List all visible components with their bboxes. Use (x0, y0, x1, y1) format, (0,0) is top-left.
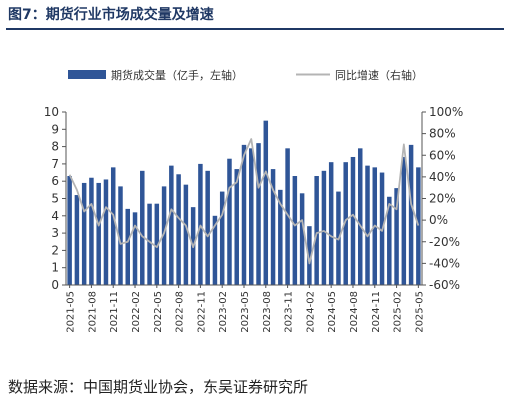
volume-bar (118, 186, 123, 285)
left-tick-label: 10 (44, 105, 59, 119)
right-tick-label: 20% (429, 192, 456, 206)
volume-bar (278, 189, 283, 285)
volume-bar (212, 215, 218, 285)
volume-bar (103, 179, 109, 285)
x-axis: 2021-05 2021-08 2021-11 2022-02 2022-05 2022-… (66, 284, 425, 333)
legend: 期货成交量（亿手，左轴） 同比增速（右轴） (68, 68, 423, 82)
right-tick-label: -20% (429, 235, 460, 249)
x-tick-label: 2024-05 (327, 291, 338, 333)
volume-bar (67, 176, 72, 285)
legend-bar-label: 期货成交量（亿手，左轴） (111, 68, 243, 82)
right-tick-label: 100% (429, 105, 463, 119)
volume-bar (263, 120, 269, 286)
volume-bar (314, 176, 319, 285)
x-tick-label: 2022-02 (131, 291, 142, 333)
left-tick-label: 7 (51, 157, 59, 171)
left-tick-label: 9 (51, 122, 59, 136)
left-tick-label: 5 (51, 192, 59, 206)
volume-bar (81, 182, 87, 285)
volume-bar (401, 156, 407, 285)
volume-bar (140, 170, 145, 285)
volume-bar (89, 177, 94, 285)
volume-bar (249, 148, 254, 285)
legend-bar-swatch (68, 70, 106, 79)
x-tick-label: 2024-02 (305, 291, 316, 333)
left-tick-label: 0 (51, 278, 59, 292)
growth-line-path (68, 138, 420, 265)
right-tick-label: -60% (429, 278, 460, 292)
volume-bar (321, 170, 327, 285)
volume-bar (161, 186, 167, 285)
x-tick-label: 2022-05 (153, 291, 164, 333)
chart-title: 图7：期货行业市场成交量及增速 (8, 7, 214, 23)
x-tick-label: 2021-05 (66, 291, 77, 333)
volume-bar (394, 188, 399, 285)
volume-bar (350, 156, 356, 285)
left-tick-label: 3 (51, 226, 59, 240)
volume-bar (176, 174, 181, 285)
x-tick-label: 2023-08 (262, 291, 273, 333)
right-axis: -60% -40% -20% 0% 20% 40% 60% 80% 100% (421, 105, 463, 292)
x-tick-label: 2023-05 (240, 291, 251, 333)
source-note: 数据来源：中国期货业协会，东吴证券研究所 (8, 378, 309, 396)
left-tick-label: 1 (51, 261, 59, 275)
x-tick-label: 2022-08 (175, 291, 186, 333)
x-tick-label: 2023-11 (284, 291, 295, 333)
right-tick-label: 60% (429, 148, 456, 162)
volume-bar (110, 167, 116, 285)
volume-bar (328, 162, 334, 285)
left-tick-label: 6 (51, 174, 59, 188)
right-tick-label: 40% (429, 170, 456, 184)
left-tick-label: 4 (51, 209, 59, 223)
volume-bar (74, 195, 80, 285)
volume-bar (147, 203, 152, 285)
volume-bar (169, 165, 174, 285)
volume-bar (416, 167, 421, 285)
volume-bar (285, 148, 290, 285)
x-tick-label: 2022-11 (196, 291, 207, 333)
legend-line-label: 同比增速（右轴） (335, 68, 423, 82)
left-tick-label: 2 (51, 243, 59, 257)
volume-bar (299, 193, 305, 285)
right-tick-label: 0% (429, 213, 448, 227)
right-tick-label: -40% (429, 256, 460, 270)
x-tick-label: 2021-11 (109, 291, 120, 333)
volume-bar (154, 203, 160, 285)
volume-bar (408, 144, 414, 285)
growth-line (68, 138, 420, 265)
volume-bar (343, 162, 348, 285)
volume-bar (270, 169, 276, 285)
volume-bar (387, 196, 392, 285)
volume-bar (125, 208, 130, 285)
x-tick-label: 2025-05 (414, 291, 425, 333)
volume-bar (219, 191, 225, 285)
volume-bar (241, 144, 247, 285)
x-tick-label: 2023-02 (218, 291, 229, 333)
volume-bar (205, 170, 210, 285)
volume-bar (292, 176, 298, 285)
volume-bar (234, 169, 239, 285)
x-tick-label: 2024-11 (371, 291, 382, 333)
volume-bar (256, 143, 261, 285)
volume-bar (365, 165, 370, 285)
volume-bar (132, 212, 138, 285)
left-axis: 0 1 2 3 4 5 6 7 8 9 10 (44, 105, 67, 292)
volume-bar (307, 226, 312, 285)
x-tick-label: 2025-02 (393, 291, 404, 333)
volume-bar (183, 184, 189, 285)
volume-bar (198, 163, 203, 285)
volume-bars (67, 120, 421, 286)
volume-bar (227, 158, 232, 285)
title-divider (6, 28, 504, 30)
x-tick-label: 2021-08 (87, 291, 98, 333)
right-tick-label: 80% (429, 127, 456, 141)
volume-bar (96, 182, 101, 285)
x-tick-label: 2024-08 (349, 291, 360, 333)
left-tick-label: 8 (51, 140, 59, 154)
volume-bar (357, 148, 363, 285)
